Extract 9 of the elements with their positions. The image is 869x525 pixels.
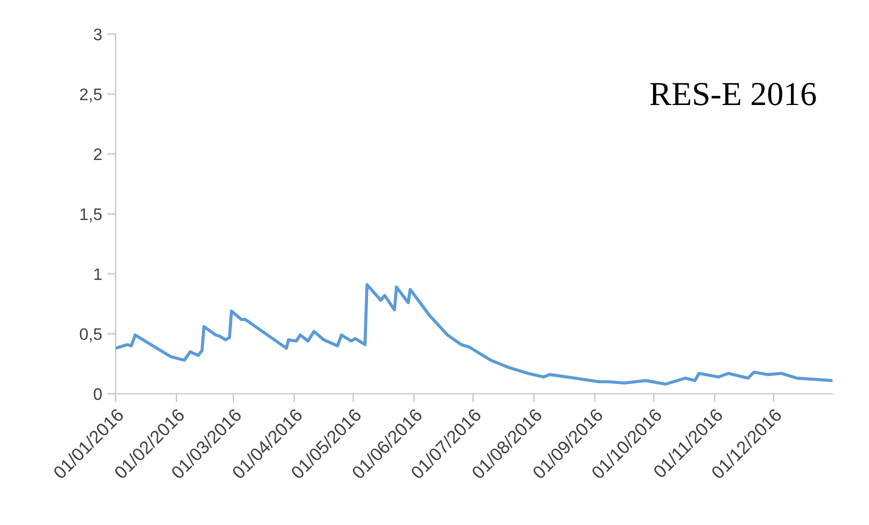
y-tick-label: 2 <box>94 148 102 160</box>
annotation: RES-E 2016 <box>650 82 816 106</box>
y-tick-label: 1 <box>94 268 102 280</box>
y-tick-label: 0,5 <box>80 328 102 342</box>
y-tick-label: 2,5 <box>80 88 102 102</box>
y-tick-label: 3 <box>94 28 102 40</box>
y-tick-label: 1,5 <box>80 208 102 222</box>
line-series <box>116 283 832 386</box>
y-tick-label: 0 <box>94 388 102 400</box>
